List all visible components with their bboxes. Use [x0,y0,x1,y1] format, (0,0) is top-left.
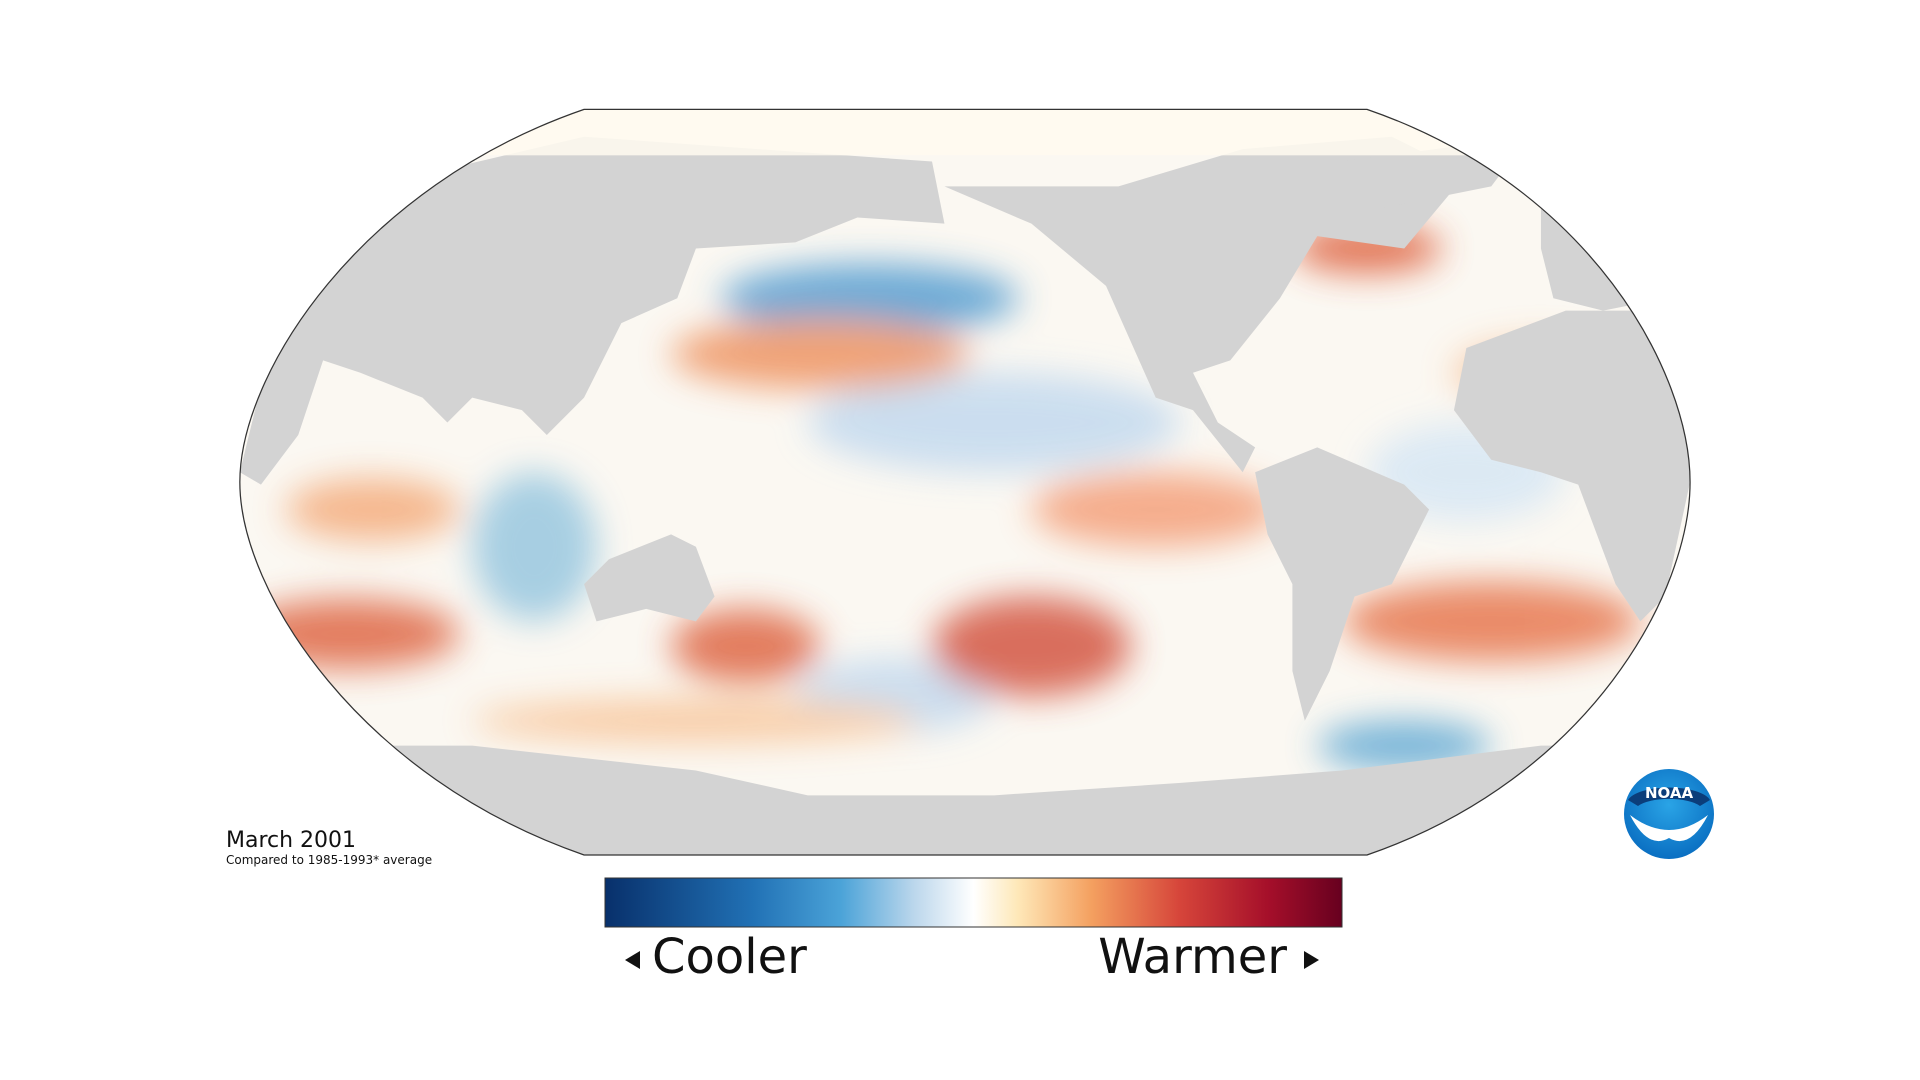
color-scale [604,877,1343,928]
legend-high: Warmer [1098,929,1287,985]
logo-text: NOAA [1645,784,1694,802]
globe [239,109,1691,855]
land [239,136,1691,855]
logo: NOAA [1624,769,1714,859]
arrow-left [625,951,640,969]
legend-low: Cooler [652,929,807,985]
map-title: March 2001 [226,828,356,853]
map-subtitle: Compared to 1985-1993* average [226,853,432,867]
map-outline [239,108,1691,856]
map [239,108,1691,856]
arrow-right [1304,951,1319,969]
arctic [239,109,1691,156]
